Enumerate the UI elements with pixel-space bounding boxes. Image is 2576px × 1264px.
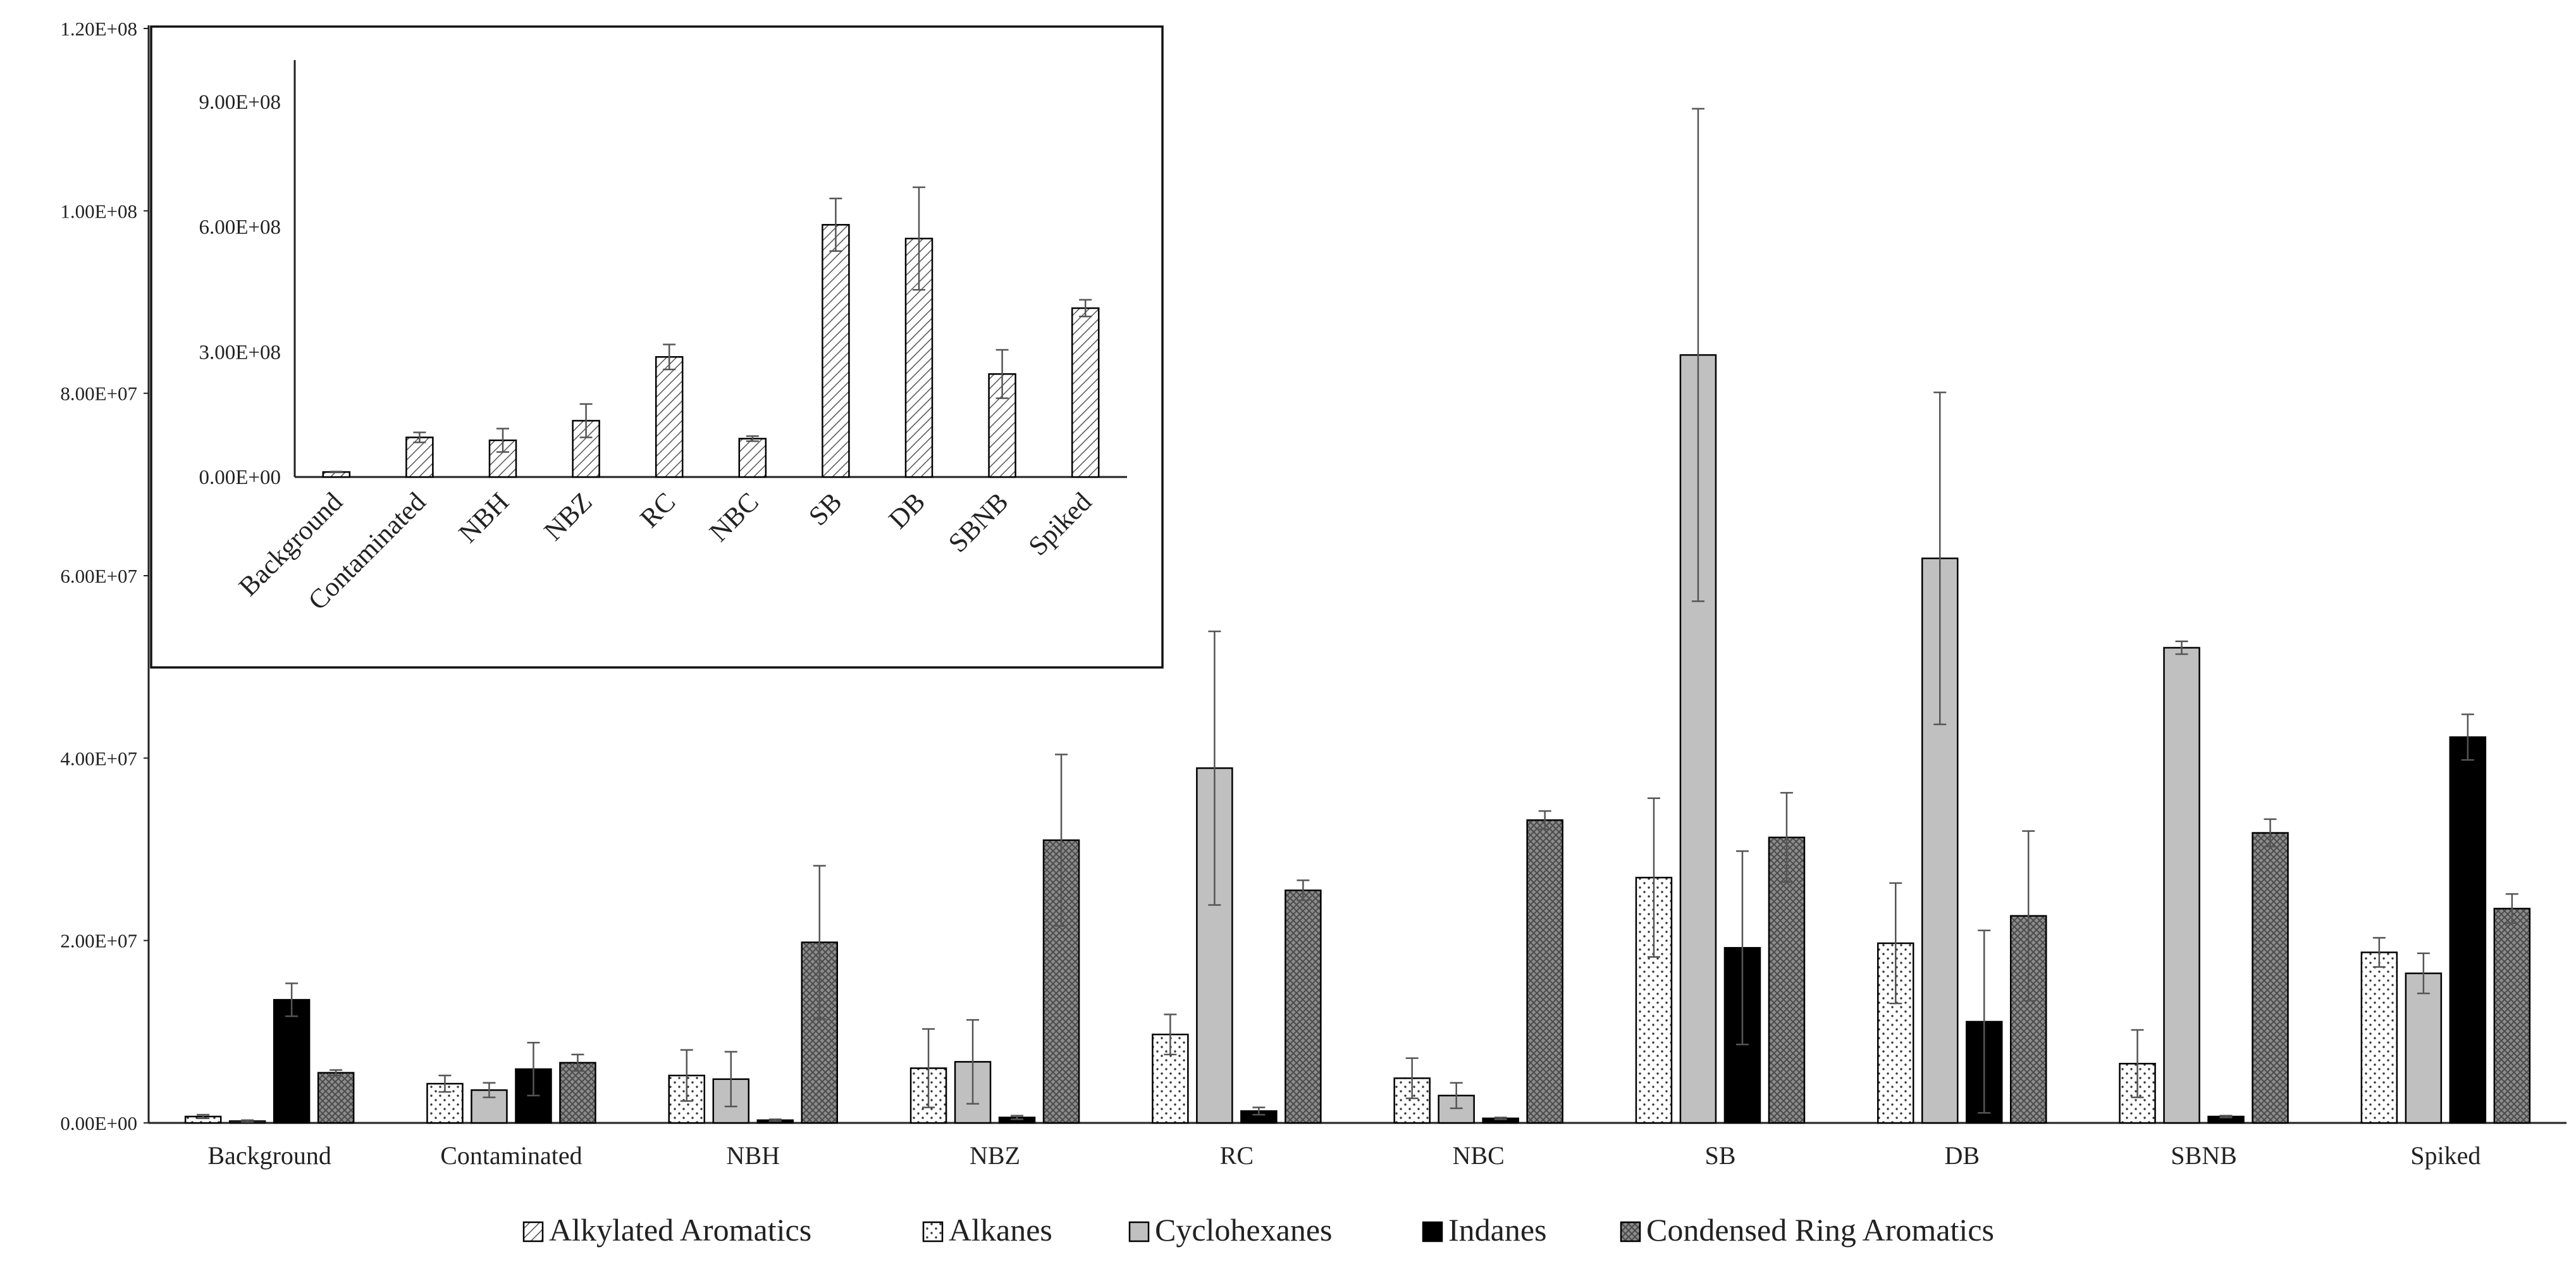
inset-bar bbox=[738, 438, 767, 478]
main-y-tick-label: 8.00E+07 bbox=[60, 383, 137, 405]
inset-y-tick-label: 3.00E+08 bbox=[199, 341, 281, 364]
main-x-tick-label: Contaminated bbox=[440, 1141, 582, 1170]
inset-y-tick-label: 0.00E+00 bbox=[199, 466, 281, 489]
main-x-tick-label: SBNB bbox=[2171, 1141, 2237, 1170]
main-y-tick-label: 6.00E+07 bbox=[60, 565, 137, 587]
main-y-tick-label: 4.00E+07 bbox=[60, 747, 137, 769]
legend-swatch bbox=[522, 1221, 544, 1242]
main-y-tick-label: 0.00E+00 bbox=[60, 1112, 137, 1134]
bar bbox=[426, 1082, 464, 1124]
legend-label: Condensed Ring Aromatics bbox=[1646, 1212, 1994, 1248]
inset-bar bbox=[405, 437, 434, 478]
main-x-tick-label: NBZ bbox=[970, 1141, 1020, 1170]
legend-swatch bbox=[922, 1221, 944, 1242]
chart-legend: Alkylated Aromatics Alkanes Cyclohexanes In… bbox=[522, 1212, 1994, 1248]
legend-label: Cyclohexanes bbox=[1155, 1212, 1332, 1248]
inset-y-tick-label: 9.00E+08 bbox=[199, 91, 281, 114]
bar bbox=[2493, 907, 2531, 1124]
bar bbox=[2163, 647, 2200, 1124]
legend-swatch bbox=[1620, 1221, 1641, 1242]
main-x-tick-label: Spiked bbox=[2410, 1141, 2480, 1170]
legend-swatch bbox=[1128, 1221, 1150, 1242]
bar bbox=[2405, 972, 2443, 1124]
inset-y-tick-label: 6.00E+08 bbox=[199, 216, 281, 239]
inset-bar bbox=[655, 356, 684, 478]
main-x-tick-label: RC bbox=[1220, 1141, 1254, 1170]
bar bbox=[2252, 832, 2289, 1124]
bar bbox=[1768, 836, 1806, 1124]
main-x-tick-label: DB bbox=[1944, 1141, 1980, 1170]
bar bbox=[317, 1072, 355, 1124]
legend-label: Indanes bbox=[1448, 1212, 1547, 1248]
main-chart-axes: 0.00E+00 2.00E+07 4.00E+07 6.00E+07 8.00E+07… bbox=[60, 18, 2567, 1170]
bar bbox=[273, 999, 311, 1124]
inset-bar bbox=[1071, 307, 1100, 478]
inset-bar bbox=[822, 224, 850, 478]
legend-label: Alkylated Aromatics bbox=[549, 1212, 811, 1248]
main-y-tick-label: 1.00E+08 bbox=[60, 200, 137, 222]
main-y-tick-label: 1.20E+08 bbox=[60, 18, 137, 40]
bar bbox=[559, 1062, 596, 1124]
bar bbox=[2360, 951, 2398, 1124]
main-x-tick-label: Background bbox=[207, 1141, 331, 1170]
main-x-tick-label: NBH bbox=[727, 1141, 780, 1170]
bar bbox=[1285, 889, 1322, 1124]
bar bbox=[2449, 736, 2487, 1124]
bar bbox=[471, 1089, 508, 1124]
legend-swatch bbox=[1422, 1221, 1443, 1242]
inset-chart: 0.00E+003.00E+086.00E+089.00E+08Backgrou… bbox=[150, 25, 1164, 669]
inset-frame bbox=[150, 25, 1164, 669]
main-x-tick-label: NBC bbox=[1453, 1141, 1505, 1170]
main-chart-bars bbox=[184, 108, 2531, 1124]
legend-label: Alkanes bbox=[949, 1212, 1052, 1248]
main-x-tick-label: SB bbox=[1704, 1141, 1735, 1170]
main-y-tick-label: 2.00E+07 bbox=[60, 930, 137, 952]
bar bbox=[1526, 819, 1563, 1124]
